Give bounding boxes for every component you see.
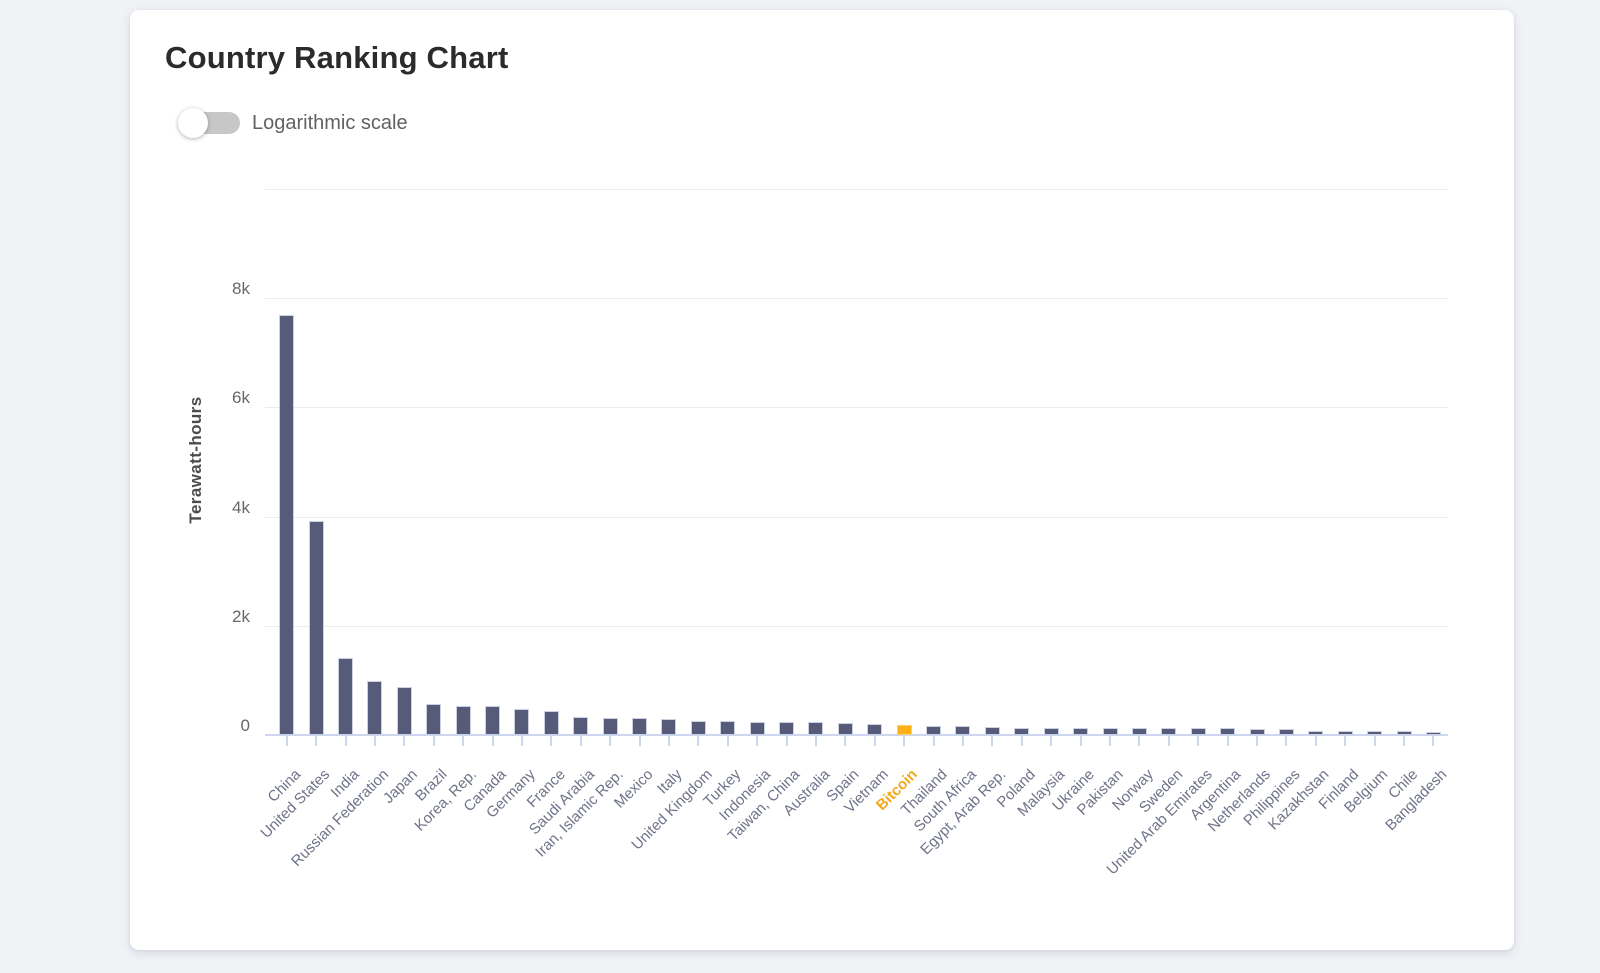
gridline-6k	[265, 407, 1448, 409]
chart-bar-sweden[interactable]	[1161, 728, 1177, 735]
x-axis-tick	[1020, 736, 1023, 746]
chart-bar-japan[interactable]	[396, 686, 412, 735]
chart-bar-pakistan[interactable]	[1102, 727, 1118, 735]
x-axis-tick	[1373, 736, 1376, 746]
x-axis-tick	[814, 736, 817, 746]
chart-bar-russian-federation[interactable]	[367, 680, 383, 735]
x-axis-tick	[1432, 736, 1435, 746]
x-axis-tick	[844, 736, 847, 746]
x-axis-tick	[1285, 736, 1288, 746]
chart-bar-chile[interactable]	[1396, 731, 1412, 735]
chart-bar-united-states[interactable]	[308, 520, 324, 735]
chart-bar-united-arab-emirates[interactable]	[1190, 728, 1206, 735]
x-axis-tick	[579, 736, 582, 746]
chart-bar-netherlands[interactable]	[1249, 728, 1265, 735]
chart-bar-thailand[interactable]	[926, 725, 942, 735]
chart-bar-saudi-arabia[interactable]	[573, 716, 589, 735]
x-axis-tick	[638, 736, 641, 746]
x-axis-tick	[726, 736, 729, 746]
y-axis-title: Terawatt-hours	[186, 396, 205, 524]
chart-bar-taiwan-china[interactable]	[779, 721, 795, 735]
country-ranking-chart: Terawatt-hours 0 2k 4k 6k 8k China United Stat…	[130, 10, 1514, 950]
chart-bar-argentina[interactable]	[1220, 728, 1236, 735]
chart-bar-italy[interactable]	[661, 718, 677, 735]
x-axis-tick	[1403, 736, 1406, 746]
x-axis-tick	[462, 736, 465, 746]
x-axis-tick	[403, 736, 406, 746]
x-axis-tick	[1197, 736, 1200, 746]
chart-bar-china[interactable]	[279, 314, 295, 735]
chart-bar-iran-islamic-rep-[interactable]	[602, 717, 618, 735]
x-axis-tick	[1256, 736, 1259, 746]
chart-bar-finland[interactable]	[1337, 730, 1353, 735]
y-tick-label: 0	[240, 716, 250, 735]
chart-bar-france[interactable]	[543, 710, 559, 735]
x-axis-tick	[491, 736, 494, 746]
log-scale-toggle[interactable]	[178, 108, 240, 138]
x-axis-tick	[961, 736, 964, 746]
chart-bar-vietnam[interactable]	[867, 723, 883, 735]
x-axis-tick	[873, 736, 876, 746]
gridline-2k	[265, 625, 1448, 627]
x-axis-tick	[785, 736, 788, 746]
x-axis-tick	[697, 736, 700, 746]
gridline-4k	[265, 516, 1448, 518]
chart-bar-united-kingdom[interactable]	[690, 720, 706, 735]
chart-bar-indonesia[interactable]	[749, 721, 765, 735]
country-ranking-card: Country Ranking Chart Logarithmic scale …	[130, 10, 1514, 950]
chart-bar-south-africa[interactable]	[955, 725, 971, 735]
y-tick-label: 8k	[232, 279, 250, 299]
x-axis-tick	[991, 736, 994, 746]
log-scale-toggle-knob[interactable]	[178, 108, 208, 138]
chart-bar-germany[interactable]	[514, 709, 530, 735]
x-axis-tick	[932, 736, 935, 746]
x-axis-line	[265, 734, 1448, 736]
chart-bar-korea-rep-[interactable]	[455, 705, 471, 735]
x-axis-tick	[432, 736, 435, 746]
x-axis-tick	[609, 736, 612, 746]
chart-bar-india[interactable]	[338, 658, 353, 735]
x-axis-tick	[1226, 736, 1229, 746]
x-axis-tick	[315, 736, 318, 746]
chart-bar-egypt-arab-rep-[interactable]	[984, 727, 1000, 735]
gridline-8k	[265, 298, 1448, 300]
y-tick-label: 4k	[232, 497, 250, 517]
x-axis-tick	[1138, 736, 1141, 746]
chart-bar-ukraine[interactable]	[1073, 727, 1089, 735]
chart-bar-belgium[interactable]	[1367, 730, 1383, 735]
page-title: Country Ranking Chart	[165, 40, 509, 75]
chart-bar-spain[interactable]	[837, 723, 853, 735]
chart-bar-poland[interactable]	[1014, 727, 1030, 735]
chart-bar-australia[interactable]	[808, 722, 824, 735]
chart-bar-bitcoin[interactable]	[896, 725, 912, 735]
x-axis-tick	[1314, 736, 1317, 746]
chart-bar-kazakhstan[interactable]	[1308, 730, 1324, 735]
x-axis-tick	[550, 736, 553, 746]
chart-bar-brazil[interactable]	[426, 704, 442, 735]
y-tick-label: 6k	[232, 388, 250, 408]
chart-bar-canada[interactable]	[485, 706, 501, 735]
chart-bar-turkey[interactable]	[720, 721, 736, 735]
x-axis-tick	[1109, 736, 1111, 746]
x-axis-tick	[520, 736, 523, 746]
x-axis-tick	[285, 736, 288, 746]
x-axis-tick	[667, 736, 670, 746]
x-axis-tick	[1344, 736, 1347, 746]
chart-bar-malaysia[interactable]	[1043, 727, 1059, 735]
chart-bar-norway[interactable]	[1131, 727, 1147, 735]
log-scale-label: Logarithmic scale	[252, 112, 408, 134]
x-axis-tick	[344, 736, 347, 746]
x-axis-tick	[373, 736, 376, 746]
x-axis-tick	[756, 736, 759, 746]
x-axis-tick	[1050, 736, 1053, 746]
x-axis-tick	[1167, 736, 1170, 746]
chart-bar-philippines[interactable]	[1278, 729, 1294, 735]
y-tick-label: 2k	[232, 606, 250, 626]
x-axis-tick	[1079, 736, 1082, 746]
gridline-	[265, 189, 1448, 190]
chart-bar-bangladesh[interactable]	[1425, 731, 1441, 735]
chart-bar-mexico[interactable]	[632, 718, 648, 735]
x-axis-tick	[903, 736, 906, 746]
